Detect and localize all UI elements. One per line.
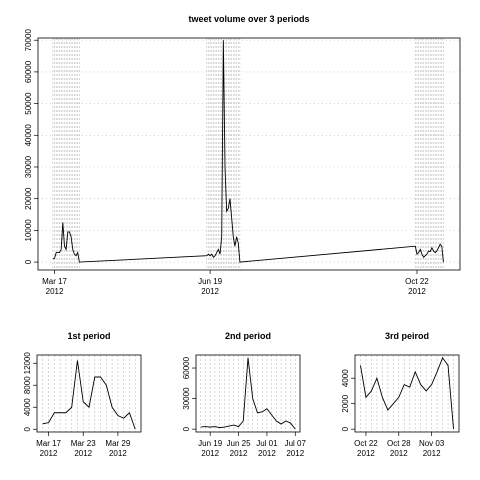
x-tick-label: Jun 19 2012 xyxy=(198,439,223,458)
x-tick-label: Oct 28 2012 xyxy=(387,439,411,458)
y-tick-label: 30000 xyxy=(182,387,191,410)
y-tick-label: 60000 xyxy=(182,356,191,379)
x-tick-label: Mar 17 2012 xyxy=(42,277,67,296)
y-tick-label: 4000 xyxy=(23,398,32,416)
x-tick-label: Mar 17 2012 xyxy=(36,439,61,458)
chart-title: tweet volume over 3 periods xyxy=(188,14,309,24)
x-tick-label: Mar 29 2012 xyxy=(105,439,130,458)
y-tick-label: 0 xyxy=(182,426,191,431)
plot-frame xyxy=(37,37,461,271)
line xyxy=(200,357,296,430)
x-tick-label: Jul 01 2012 xyxy=(256,439,278,458)
y-tick-label: 20000 xyxy=(24,187,33,210)
line xyxy=(360,356,454,430)
x-tick-label: Jul 07 2012 xyxy=(285,439,307,458)
x-tick-label: Oct 22 2012 xyxy=(405,277,429,296)
y-tick-label: 10000 xyxy=(24,219,33,242)
x-tick-label: Mar 23 2012 xyxy=(71,439,96,458)
y-tick-label: 0 xyxy=(23,426,32,431)
y-tick-label: 0 xyxy=(341,426,350,431)
x-tick-label: Nov 03 2012 xyxy=(419,439,445,458)
line xyxy=(52,40,444,263)
y-tick-label: 12000 xyxy=(23,352,32,375)
chart-title: 3rd peirod xyxy=(385,331,429,341)
y-tick-label: 8000 xyxy=(23,376,32,394)
y-tick-label: 40000 xyxy=(24,124,33,147)
y-tick-label: 70000 xyxy=(24,29,33,52)
chart-title: 1st period xyxy=(67,331,110,341)
y-tick-label: 60000 xyxy=(24,60,33,83)
plot-frame xyxy=(354,354,460,433)
y-tick-label: 0 xyxy=(24,259,33,264)
y-tick-label: 4000 xyxy=(341,369,350,387)
plot-frame xyxy=(36,354,142,433)
line xyxy=(42,360,136,430)
x-tick-label: Jun 25 2012 xyxy=(227,439,252,458)
chart-title: 2nd period xyxy=(225,331,271,341)
x-tick-label: Jun 19 2012 xyxy=(198,277,223,296)
y-tick-label: 2000 xyxy=(341,394,350,412)
x-tick-label: Oct 22 2012 xyxy=(354,439,378,458)
plot-frame xyxy=(195,354,301,433)
y-tick-label: 50000 xyxy=(24,92,33,115)
y-tick-label: 30000 xyxy=(24,155,33,178)
